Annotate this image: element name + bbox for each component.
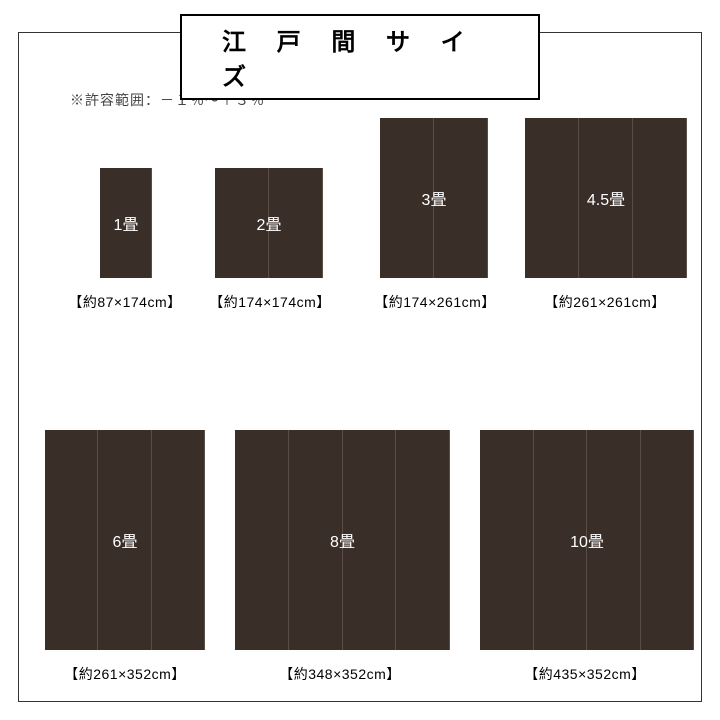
dimension-label: 【約348×352cm】 [260, 664, 420, 684]
mat-6: 6畳 [45, 430, 205, 650]
mat-8: 8畳 [235, 430, 450, 650]
title-box: 江 戸 間 サ イ ズ [180, 14, 540, 100]
mat-4: 4.5畳 [525, 118, 687, 278]
dimension-label: 【約261×352cm】 [45, 664, 205, 684]
mat-3: 3畳 [380, 118, 488, 278]
dimension-label: 【約435×352cm】 [505, 664, 665, 684]
mat-panel [152, 430, 205, 650]
mat-label: 10畳 [570, 528, 604, 552]
mat-label: 3畳 [422, 186, 447, 210]
mat-panel [480, 430, 534, 650]
mat-label: 4.5畳 [587, 186, 625, 210]
dimension-label: 【約87×174cm】 [45, 292, 205, 312]
title-text: 江 戸 間 サ イ ズ [222, 29, 477, 91]
mat-panel [641, 430, 695, 650]
mat-label: 2畳 [257, 211, 282, 235]
mat-panel [633, 118, 687, 278]
dimension-label: 【約174×174cm】 [190, 292, 350, 312]
mat-panel [235, 430, 289, 650]
mat-10: 10畳 [480, 430, 694, 650]
mat-panel [525, 118, 579, 278]
dimension-label: 【約174×261cm】 [355, 292, 515, 312]
mat-panel [396, 430, 450, 650]
mat-label: 6畳 [113, 528, 138, 552]
mat-label: 8畳 [330, 528, 355, 552]
mat-2: 2畳 [215, 168, 323, 278]
mat-label: 1畳 [114, 211, 139, 235]
mat-1: 1畳 [100, 168, 152, 278]
mat-panel [45, 430, 98, 650]
dimension-label: 【約261×261cm】 [525, 292, 685, 312]
